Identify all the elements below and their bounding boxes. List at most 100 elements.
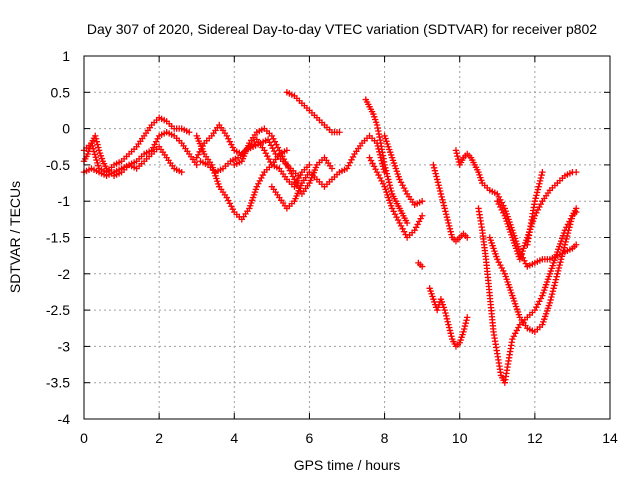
data-point (500, 267, 507, 275)
data-point (536, 177, 544, 185)
data-point (270, 147, 278, 155)
data-point (446, 327, 454, 334)
data-point (397, 179, 405, 186)
data-point (386, 182, 394, 189)
data-point (513, 327, 521, 334)
data-point (195, 151, 202, 158)
series-sat-d (193, 132, 291, 223)
data-point (550, 285, 557, 292)
data-point (186, 129, 193, 136)
data-point (534, 186, 542, 193)
x-tick-label: 8 (381, 430, 389, 446)
x-tick-label: 14 (602, 430, 618, 446)
data-point (535, 183, 542, 190)
data-point (547, 296, 554, 304)
data-point (225, 135, 232, 142)
data-point (460, 328, 467, 336)
data-point (92, 154, 99, 161)
data-point (229, 205, 236, 213)
data-point (430, 161, 437, 169)
data-point (336, 129, 343, 136)
y-tick-label: 0 (62, 121, 70, 137)
series-sat-j (362, 96, 411, 227)
data-point (228, 203, 235, 210)
data-point (270, 135, 277, 142)
data-point (538, 171, 545, 179)
series-sat-h (283, 89, 343, 136)
data-point (94, 162, 102, 169)
data-point (94, 141, 101, 148)
data-point (152, 138, 160, 145)
plot-frame (83, 55, 611, 420)
y-axis-label: SDTVAR / TECUs (7, 181, 23, 293)
data-point (403, 219, 411, 227)
data-point (431, 167, 439, 174)
data-point (439, 199, 447, 206)
data-point (178, 168, 185, 176)
data-point (384, 173, 391, 180)
x-axis-label: GPS time / hours (294, 457, 401, 473)
data-point (154, 135, 161, 142)
data-point (393, 213, 400, 221)
data-point (563, 232, 571, 240)
x-tick-label: 6 (306, 430, 314, 446)
data-point (369, 160, 376, 167)
data-point (462, 319, 469, 327)
data-point (445, 324, 453, 331)
data-point (537, 200, 545, 208)
data-point (397, 222, 405, 230)
data-point (539, 168, 546, 176)
data-point (497, 196, 504, 203)
data-point (94, 159, 101, 167)
data-point (394, 216, 402, 224)
data-point (274, 144, 282, 151)
data-point (415, 218, 423, 225)
data-point (464, 314, 471, 321)
data-point (396, 219, 403, 227)
x-tick-label: 2 (155, 430, 163, 446)
data-point (418, 263, 426, 270)
data-point (434, 179, 442, 186)
data-point (560, 244, 568, 251)
y-tick-label: -3 (58, 338, 71, 354)
data-point (536, 180, 543, 187)
x-tick-label: 12 (527, 430, 543, 446)
data-point (537, 295, 545, 302)
data-point (348, 156, 355, 164)
data-point (229, 144, 236, 151)
data-point (418, 212, 426, 219)
data-point (412, 224, 420, 231)
data-point (264, 152, 271, 160)
data-point (572, 168, 580, 176)
data-point (226, 200, 233, 207)
data-point (226, 138, 233, 145)
data-point (378, 177, 385, 185)
y-tick-label: -2 (58, 266, 71, 282)
series-sat-i (268, 132, 388, 212)
data-point (400, 184, 408, 192)
data-point (306, 161, 313, 169)
data-point (534, 301, 542, 308)
data-point (414, 221, 421, 228)
data-point (400, 228, 408, 235)
data-point (461, 325, 468, 333)
data-point (561, 241, 569, 248)
data-point (432, 170, 439, 177)
data-point (294, 172, 302, 179)
data-point (568, 215, 575, 222)
data-point (445, 321, 452, 328)
series-sat-t (415, 259, 426, 270)
data-point (454, 152, 461, 160)
data-point (498, 206, 505, 214)
data-point (548, 290, 556, 298)
data-point (494, 198, 501, 205)
series-sat-s (524, 168, 546, 248)
data-point (455, 155, 462, 163)
data-point (562, 238, 569, 246)
data-point (443, 315, 451, 323)
data-point (497, 203, 504, 211)
data-point (452, 147, 460, 154)
data-point (193, 161, 200, 169)
data-point (283, 161, 291, 169)
